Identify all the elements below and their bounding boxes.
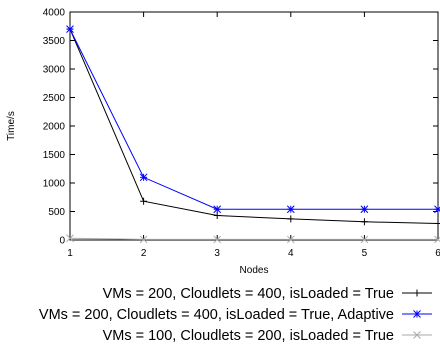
data-point <box>434 235 440 244</box>
data-point <box>213 211 221 219</box>
x-tick-label: 4 <box>288 248 294 259</box>
data-point <box>66 25 74 33</box>
data-point <box>213 205 222 214</box>
y-tick-label: 2000 <box>43 122 66 133</box>
y-tick-label: 500 <box>48 207 65 218</box>
x-axis-title: Nodes <box>240 265 269 276</box>
data-point <box>139 173 148 182</box>
legend-marker <box>413 289 421 297</box>
series-3 <box>66 234 440 244</box>
data-point <box>360 235 369 244</box>
series-1 <box>66 25 440 227</box>
y-tick-label: 3000 <box>43 65 66 76</box>
series-line <box>69 28 438 210</box>
x-tick-label: 1 <box>67 248 73 259</box>
data-point <box>286 205 295 214</box>
legend-marker <box>413 310 421 318</box>
x-tick-label: 2 <box>141 248 147 259</box>
y-tick-label: 1500 <box>43 150 66 161</box>
axes <box>69 11 439 241</box>
legend-label: VMs = 200, Cloudlets = 400, isLoaded = T… <box>103 286 394 302</box>
legend-label: VMs = 200, Cloudlets = 400, isLoaded = T… <box>39 307 394 323</box>
y-tick-label: 3500 <box>43 36 66 47</box>
series <box>66 25 440 244</box>
x-tick-label: 5 <box>362 248 368 259</box>
y-tick-label: 4000 <box>43 8 66 19</box>
data-point <box>360 205 369 214</box>
x-tick-label: 6 <box>435 248 440 259</box>
legend-entry-2: VMs = 200, Cloudlets = 400, isLoaded = T… <box>39 307 432 323</box>
y-tick-label: 2500 <box>43 93 66 104</box>
data-point <box>66 234 74 243</box>
y-tick-label: 0 <box>59 236 65 247</box>
ticks: 0 500 1000 1500 2000 2500 3000 3500 4000 1 2 3 4 5 6 <box>43 8 440 260</box>
legend: VMs = 200, Cloudlets = 400, isLoaded = T… <box>39 286 432 344</box>
data-point <box>360 218 368 226</box>
y-axis-title: Time/s <box>6 111 17 141</box>
legend-entry-3: VMs = 100, Cloudlets = 200, isLoaded = T… <box>103 328 432 344</box>
data-point <box>213 235 222 244</box>
plot-frame <box>69 11 439 241</box>
data-point <box>286 235 295 244</box>
data-point <box>140 197 148 205</box>
series-2 <box>66 25 440 214</box>
series-line <box>69 237 438 240</box>
data-point <box>139 235 148 244</box>
data-point <box>287 215 295 223</box>
series-line <box>69 28 439 224</box>
legend-label: VMs = 100, Cloudlets = 200, isLoaded = T… <box>103 328 394 344</box>
x-tick-label: 3 <box>214 248 220 259</box>
data-point <box>434 219 440 227</box>
legend-entry-1: VMs = 200, Cloudlets = 400, isLoaded = T… <box>103 286 432 302</box>
legend-marker <box>413 331 421 339</box>
data-point <box>434 205 440 214</box>
y-tick-label: 1000 <box>43 179 66 190</box>
